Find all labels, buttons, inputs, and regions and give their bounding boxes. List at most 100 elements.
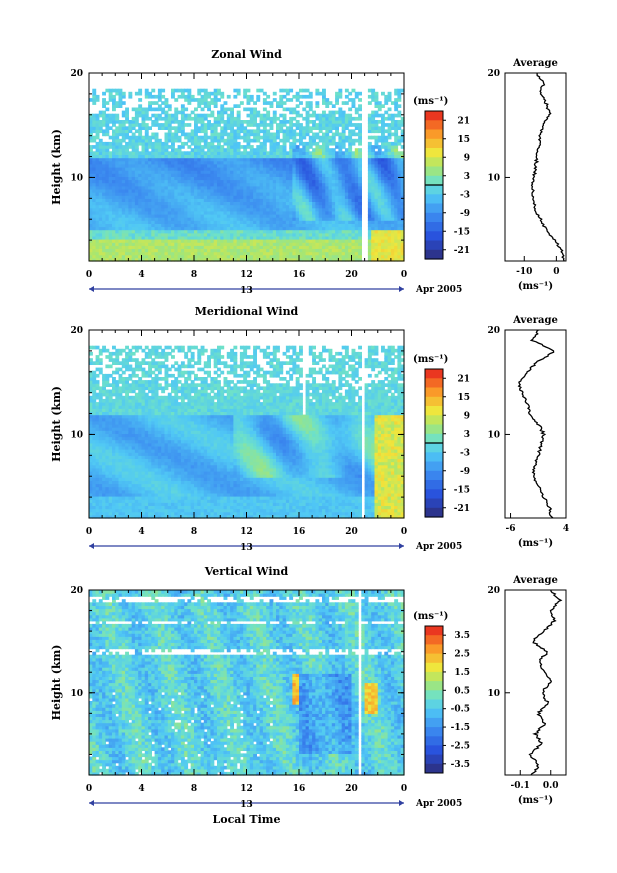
colorbar-bin [425,470,443,481]
average-unit: (ms⁻¹) [518,538,553,549]
panel-title: Zonal Wind [211,48,282,61]
colorbar-bin [425,406,443,416]
colorbar-tick-label: -15 [454,227,470,237]
y-tick-label: 10 [70,430,83,440]
colorbar-bin [425,763,443,774]
average-x-tick-label: 4 [563,524,569,534]
colorbar-bin [425,240,443,251]
colorbar-bin [425,708,443,719]
panel-title: Meridional Wind [195,305,299,318]
average-y-tick-label: 20 [487,326,500,336]
colorbar-unit: (ms⁻¹) [413,96,448,107]
date-bar-arrow [89,800,94,806]
average-panel: Average 20 10 -10 0(ms⁻¹) [487,58,567,292]
colorbar-bin [425,111,443,121]
y-tick-label: 10 [70,689,83,699]
colorbar-tick-label: -3 [460,448,470,458]
average-profile-line [517,329,555,519]
heatmap-cells [89,88,405,262]
colorbar-tick-label: 3.5 [454,631,470,641]
x-tick-label: 0 [401,784,407,794]
colorbar-bin [425,120,443,131]
date-bar-arrow [399,800,404,806]
date-bar-arrow [399,543,404,549]
x-tick-label: 20 [345,784,358,794]
average-profile-line [528,589,563,776]
panel-1: Zonal Wind 20 10 Height (km) 0 4 8 12 16 20 0 13 Apr… [50,48,567,296]
x-tick-label: 16 [293,527,306,537]
colorbar-bin [425,690,443,700]
date-bar-arrow [89,286,94,292]
colorbar-tick-label: -9 [460,209,470,219]
colorbar-tick-label: -15 [454,485,470,495]
colorbar-bin [425,194,443,205]
average-title: Average [512,575,558,586]
panel-2: Meridional Wind 20 10 Height (km) 0 4 8 12 16 20 0… [50,305,569,553]
x-tick-label: 0 [86,527,92,537]
colorbar-frame [424,625,444,774]
x-tick-label: 20 [345,527,358,537]
average-unit: (ms⁻¹) [518,281,553,292]
colorbar-bin [425,461,443,472]
average-y-tick-label: 10 [487,430,500,440]
panel-3: Vertical Wind 20 10 Height (km) 0 4 8 12 16 20 0 13… [50,565,567,826]
colorbar-unit: (ms⁻¹) [413,611,448,622]
colorbar-tick-label: 1.5 [454,668,470,678]
colorbar-bin [425,387,443,398]
colorbar-bin [425,222,443,232]
y-axis-label: Height (km) [50,386,63,462]
average-panel: Average 20 10 -6 4 (ms⁻¹) [487,315,569,549]
colorbar-bin [425,203,443,214]
average-x-tick-label: -6 [506,524,516,534]
x-tick-label: 8 [191,527,197,537]
average-title: Average [512,58,558,69]
average-profile-line [530,73,565,262]
x-tick-label: 0 [401,270,407,280]
x-tick-label: 4 [138,784,144,794]
date-day-label: 13 [240,286,253,296]
colorbar-bin [425,443,443,453]
heatmap-cells [89,345,405,519]
date-bar-arrow [89,543,94,549]
colorbar-tick-label: 15 [457,135,470,145]
colorbar-tick-label: -9 [460,467,470,477]
x-tick-label: 12 [240,527,253,537]
x-tick-label: 4 [138,270,144,280]
colorbar-bin [425,129,443,140]
colorbar-tick-label: -3.5 [451,760,470,770]
colorbar-bin [425,415,443,426]
colorbar-bin [425,717,443,728]
colorbar-bin [425,452,443,463]
colorbar-bin [425,653,443,664]
colorbar-tick-label: -0.5 [451,705,470,715]
date-month-label: Apr 2005 [415,542,462,552]
x-tick-label: 16 [293,270,306,280]
colorbar-bin [425,681,443,691]
x-tick-label: 20 [345,270,358,280]
y-tick-label: 20 [70,586,83,596]
average-x-tick-label: -0.1 [511,781,530,791]
colorbar-bin [425,166,443,177]
colorbar-bin [425,157,443,168]
date-bar-arrow [399,286,404,292]
x-tick-label: 8 [191,270,197,280]
colorbar-bin [425,671,443,682]
colorbar-tick-label: -3 [460,190,470,200]
average-title: Average [512,315,558,326]
x-tick-label: 4 [138,527,144,537]
x-tick-label: 12 [240,784,253,794]
colorbar-bin [425,369,443,379]
colorbar-bin [425,489,443,500]
average-panel: Average 20 10 -0.1 0.0 (ms⁻¹) [487,575,567,806]
average-x-tick-label: -10 [516,267,532,277]
date-day-label: 13 [240,800,253,810]
colorbar-tick-label: 15 [457,393,470,403]
date-month-label: Apr 2005 [415,799,462,809]
colorbar-tick-label: 21 [457,116,470,126]
average-x-tick-label: 0 [553,267,559,277]
colorbar-bin [425,644,443,655]
x-tick-label: 0 [86,270,92,280]
colorbar-tick-label: -21 [454,504,470,514]
average-y-tick-label: 20 [487,69,500,79]
y-axis-label: Height (km) [50,645,63,721]
